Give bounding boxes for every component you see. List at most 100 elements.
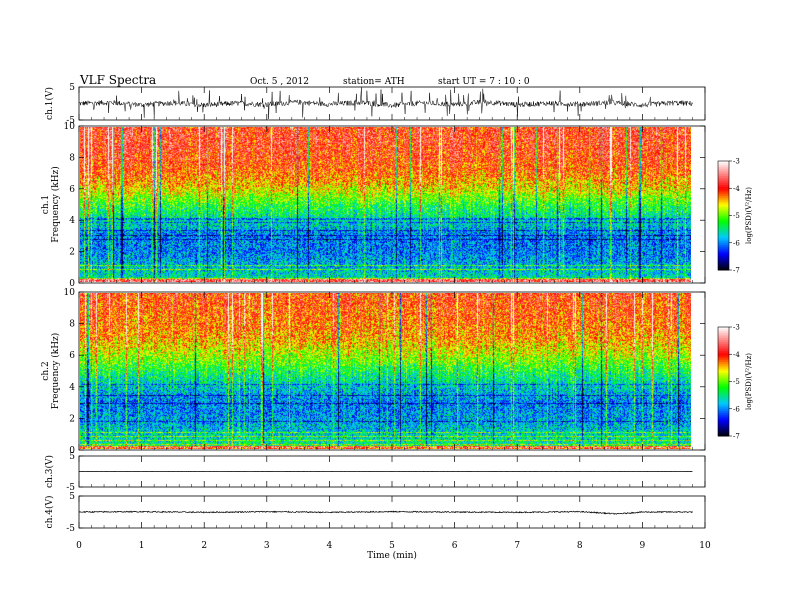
- ch2-spectrogram-colorbar-swatch: [718, 332, 729, 335]
- ch2-spectrogram-colorbar-swatch: [718, 394, 729, 397]
- ch1-spectrogram-ytick-label: 4: [69, 216, 75, 226]
- ch1-spectrogram-colorbar-swatch: [718, 215, 729, 218]
- ch2-spectrogram-colorbar-swatch: [718, 406, 729, 410]
- ch1-spectrogram-colorbar-swatch: [718, 204, 729, 207]
- ch2-spectrogram-colorbar-swatch: [718, 416, 729, 419]
- ch2-spectrogram-panel: 0 2 4 6 8 10 ch.2 Frequency (kHz) -3 -4 -5 -6 -7 log(…: [41, 288, 753, 456]
- figure-title: VLF Spectra: [79, 73, 156, 87]
- ch1-spectrogram-colorbar-swatch: [718, 162, 729, 166]
- ch1-spectrogram-colorbar-label: log(PSD)(V²/Hz): [745, 187, 753, 244]
- ch1-spectrogram-colorbar-swatch: [718, 257, 729, 260]
- ch1-spectrogram-colorbar-swatch: [718, 235, 729, 238]
- ch4-waveform-ylabel: ch.4(V): [44, 496, 55, 529]
- ch2-spectrogram-ytick-label: 6: [69, 351, 75, 361]
- ch1-spectrogram-colorbar-tick-label: -6: [733, 239, 740, 247]
- time-axis-tick-label: 4: [327, 541, 333, 551]
- ch2-spectrogram-ylabel: ch.2: [41, 361, 51, 380]
- ch2-spectrogram-colorbar-swatch: [718, 345, 729, 348]
- ch1-spectrogram-ytick-label: 8: [69, 153, 75, 163]
- ch1-spectrogram-colorbar-swatch: [718, 259, 729, 262]
- ch2-spectrogram-colorbar: -3 -4 -5 -6 -7 log(PSD)(V²/Hz): [717, 324, 753, 441]
- ch2-spectrogram-colorbar-swatch: [718, 381, 729, 384]
- ch2-spectrogram-colorbar-label: log(PSD)(V²/Hz): [745, 353, 753, 410]
- ch2-spectrogram-ytick-label: 10: [64, 288, 76, 298]
- ch2-spectrogram-colorbar-tick-label: -6: [733, 405, 740, 413]
- header-date: Oct. 5 , 2012: [250, 77, 309, 87]
- ch1-spectrogram-colorbar-swatch: [718, 177, 729, 180]
- ch2-spectrogram-raster: [80, 293, 691, 449]
- ch2-spectrogram-colorbar-swatch: [718, 425, 729, 428]
- ch1-spectrogram-colorbar-swatch: [718, 179, 729, 182]
- ch2-spectrogram-ytick-label: 8: [69, 320, 75, 330]
- ch2-spectrogram-colorbar-swatch: [718, 417, 729, 421]
- ch1-spectrogram-colorbar-swatch: [718, 222, 729, 226]
- ch2-spectrogram-colorbar-swatch: [718, 366, 729, 370]
- ch2-spectrogram-ytick-label: 2: [69, 414, 75, 424]
- ch2-spectrogram-colorbar-swatch: [718, 337, 729, 341]
- ch2-spectrogram-colorbar-swatch: [718, 401, 729, 404]
- ch2-spectrogram-colorbar-tick-label: -3: [733, 324, 740, 332]
- ch1-spectrogram-colorbar-swatch: [718, 206, 729, 209]
- ch1-spectrogram-colorbar-swatch: [718, 175, 729, 178]
- ch1-spectrogram-ylabel: ch.1: [41, 195, 51, 214]
- ch1-spectrogram-colorbar-swatch: [718, 180, 729, 184]
- time-axis-tick-label: 7: [514, 541, 520, 551]
- ch1-spectrogram-colorbar-swatch: [718, 188, 729, 191]
- ch2-spectrogram-colorbar-swatch: [718, 368, 729, 372]
- ch2-spectrogram-colorbar-swatch: [718, 330, 729, 333]
- ch3-waveform-panel: 5 -5 ch.3(V): [44, 452, 706, 493]
- ch1-spectrogram-colorbar: -3 -4 -5 -6 -7 log(PSD)(V²/Hz): [717, 158, 753, 275]
- time-axis-tick-label: 6: [452, 541, 458, 551]
- ch1-spectrogram-colorbar-swatch: [718, 264, 729, 267]
- time-axis-tick-label: 1: [139, 541, 145, 551]
- ch1-spectrogram-colorbar-tick-label: -5: [733, 212, 740, 220]
- ch2-spectrogram-colorbar-swatch: [718, 405, 729, 408]
- ch3-waveform-ylabel: ch.3(V): [44, 455, 55, 488]
- ch1-spectrogram-colorbar-swatch: [718, 268, 729, 271]
- ch2-spectrogram-colorbar-swatch: [718, 341, 729, 344]
- ch2-spectrogram-colorbar-swatch: [718, 328, 729, 332]
- ch2-spectrogram-colorbar-swatch: [718, 350, 729, 353]
- time-axis-tick-label: 10: [699, 541, 711, 551]
- ch1-spectrogram-colorbar-swatch: [718, 200, 729, 204]
- ch1-spectrogram-panel: 0 2 4 6 8 10 ch.1 Frequency (kHz) -3 -4 -5 -6 -7 log(…: [41, 122, 753, 289]
- ch1-spectrogram-colorbar-swatch: [718, 266, 729, 269]
- ch1-spectrogram-colorbar-swatch: [718, 193, 729, 197]
- ch1-spectrogram-ytick-label: 2: [69, 248, 75, 258]
- ch4-waveform-ytick-label: -5: [66, 524, 75, 534]
- time-axis-label: Time (min): [367, 550, 417, 561]
- ch1-spectrogram-ytick-label: 6: [69, 185, 75, 195]
- ch3-waveform-ytick-label: 5: [69, 452, 75, 462]
- ch2-spectrogram-colorbar-swatch: [718, 390, 729, 393]
- ch1-spectrogram-colorbar-swatch: [718, 161, 729, 164]
- ch1-spectrogram-colorbar-swatch: [718, 199, 729, 202]
- ch1-waveform-ytick-label: 5: [69, 83, 75, 93]
- ch2-spectrogram-colorbar-swatch: [718, 430, 729, 433]
- ch2-spectrogram-colorbar-swatch: [718, 346, 729, 350]
- ch1-spectrogram-colorbar-swatch: [718, 260, 729, 264]
- ch2-spectrogram-colorbar-swatch: [718, 399, 729, 402]
- ch1-spectrogram-colorbar-swatch: [718, 182, 729, 186]
- ch1-spectrogram-colorbar-swatch: [718, 173, 729, 177]
- ch1-spectrogram-colorbar-swatch: [718, 171, 729, 175]
- ch1-spectrogram-colorbar-swatch: [718, 190, 729, 193]
- ch1-spectrogram-ylabel: Frequency (kHz): [50, 166, 61, 243]
- ch1-spectrogram-colorbar-swatch: [718, 208, 729, 211]
- ch1-spectrogram-canvas: [80, 127, 691, 282]
- ch2-spectrogram-colorbar-swatch: [718, 410, 729, 413]
- ch4-waveform-panel: 5 -5 ch.4(V): [44, 492, 706, 534]
- ch1-spectrogram-colorbar-swatch: [718, 210, 729, 213]
- ch1-spectrogram-colorbar-swatch: [718, 262, 729, 266]
- ch2-spectrogram-colorbar-swatch: [718, 363, 729, 366]
- header-start-ut: start UT = 7 : 10 : 0: [438, 77, 530, 87]
- ch2-spectrogram-colorbar-swatch: [718, 374, 729, 377]
- ch1-spectrogram-colorbar-swatch: [718, 244, 729, 247]
- ch1-spectrogram-colorbar-swatch: [718, 186, 729, 189]
- ch2-spectrogram-colorbar-swatch: [718, 403, 729, 406]
- time-axis-tick-label: 9: [640, 541, 646, 551]
- ch1-spectrogram-colorbar-swatch: [718, 195, 729, 198]
- ch2-spectrogram-colorbar-swatch: [718, 385, 729, 388]
- ch1-spectrogram-colorbar-swatch: [718, 226, 729, 229]
- time-axis-tick-label: 3: [264, 541, 270, 551]
- ch2-spectrogram-colorbar-swatch: [718, 336, 729, 339]
